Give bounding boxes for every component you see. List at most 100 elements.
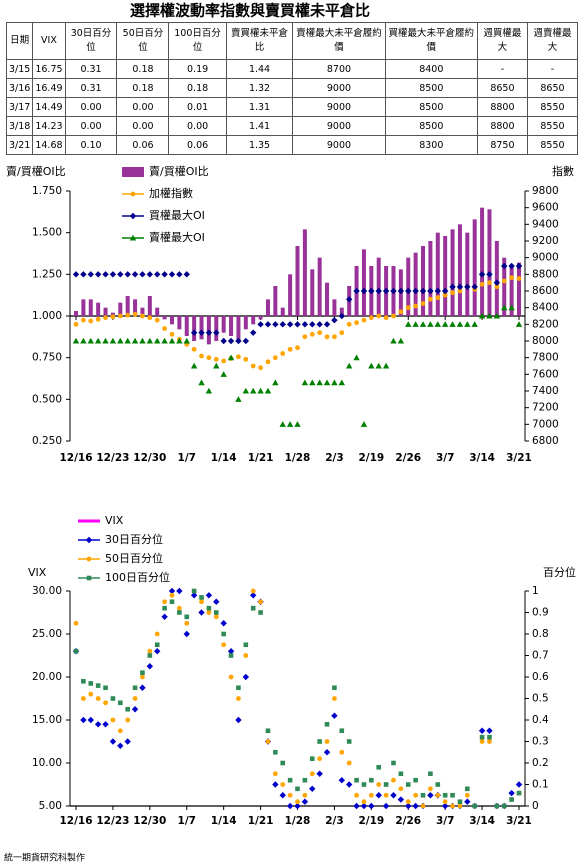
bar <box>295 246 300 316</box>
marker <box>124 337 131 344</box>
marker <box>132 696 138 701</box>
table-cell: 8550 <box>526 116 579 136</box>
marker <box>272 355 278 361</box>
marker <box>412 802 419 810</box>
table-cell: 8300 <box>384 135 478 155</box>
table-row: 3/21 14.68 0.10 0.06 0.06 1.35 9000 8300 8750 855… <box>5 135 579 155</box>
marker <box>273 749 278 755</box>
marker <box>169 599 175 605</box>
marker <box>301 798 309 805</box>
marker <box>109 738 117 745</box>
table-cell: 0.31 <box>64 59 118 79</box>
marker <box>103 685 108 691</box>
y-axis-title: VIX <box>28 566 47 579</box>
summary-table: 日期 VIX 30日百分位 50日百分位 100日百分位 賣買權未平倉比 賣權最大未平倉履約… <box>5 22 579 155</box>
marker <box>354 792 359 798</box>
bar <box>199 316 204 340</box>
marker <box>345 296 353 303</box>
x-tick-label: 3/14 <box>469 452 495 464</box>
marker <box>515 321 523 327</box>
marker <box>493 312 501 319</box>
table-cell: 0.00 <box>64 97 118 117</box>
marker <box>346 321 352 327</box>
marker <box>316 770 323 777</box>
marker <box>80 716 87 724</box>
table-cell: 8500 <box>384 116 478 136</box>
bar <box>509 266 514 316</box>
x-tick-label: 3/21 <box>506 452 532 464</box>
header-cell: 賣權最大未平倉履約價 <box>292 22 386 60</box>
x-tick-label: 3/14 <box>469 815 495 827</box>
y2-tick-label: 6800 <box>532 435 559 447</box>
table-cell: 1.31 <box>225 97 294 117</box>
marker <box>146 337 154 344</box>
marker <box>428 786 433 792</box>
marker <box>516 276 522 281</box>
bar <box>265 299 270 316</box>
marker <box>80 317 86 323</box>
marker <box>375 792 382 799</box>
marker <box>360 802 368 810</box>
marker <box>331 379 338 386</box>
marker <box>494 803 500 809</box>
marker <box>375 362 382 369</box>
y2-tick-label: 8000 <box>532 335 559 347</box>
table-cell: 0.18 <box>168 78 227 98</box>
marker <box>88 681 94 686</box>
marker <box>176 271 183 278</box>
marker <box>331 316 338 324</box>
marker <box>265 728 271 734</box>
marker <box>132 311 138 317</box>
marker <box>221 642 227 648</box>
marker <box>331 712 338 719</box>
bar <box>184 316 189 336</box>
x-tick-label: 1/14 <box>211 452 237 464</box>
marker <box>124 271 131 278</box>
marker <box>72 337 80 344</box>
marker <box>376 782 382 787</box>
marker <box>323 321 331 328</box>
marker <box>413 303 419 309</box>
table-cell: 9000 <box>292 78 386 98</box>
table-cell: 8800 <box>476 97 528 117</box>
marker <box>205 329 213 336</box>
marker <box>250 592 257 599</box>
marker <box>213 610 219 615</box>
marker <box>139 271 146 278</box>
header-cell: 50日百分位 <box>116 22 170 60</box>
marker <box>428 771 433 777</box>
marker <box>479 739 485 744</box>
marker <box>434 321 441 327</box>
marker <box>154 317 160 323</box>
marker <box>369 777 374 783</box>
marker <box>199 353 204 359</box>
table-cell: 14.49 <box>32 97 66 117</box>
marker <box>427 321 434 327</box>
marker <box>125 706 130 712</box>
marker <box>124 738 131 745</box>
marker <box>80 696 86 701</box>
bar <box>103 307 108 316</box>
marker <box>81 679 86 684</box>
marker <box>390 337 397 344</box>
x-tick-label: 1/28 <box>285 452 311 464</box>
bar <box>74 311 78 316</box>
marker <box>102 721 109 728</box>
marker <box>236 696 241 701</box>
marker <box>346 739 352 744</box>
header-cell: 週賣權最大 <box>526 22 579 60</box>
y2-tick-label: 7200 <box>532 402 559 414</box>
table-cell: 8700 <box>292 59 386 79</box>
marker <box>146 663 154 670</box>
table-cell: 3/17 <box>5 97 34 117</box>
bar <box>110 312 115 316</box>
marker <box>243 356 249 362</box>
y-tick-label: 0.500 <box>32 393 62 405</box>
marker <box>391 760 396 766</box>
marker <box>487 734 492 740</box>
marker <box>110 314 116 320</box>
marker <box>176 605 182 611</box>
y-tick-label: 1.250 <box>32 268 62 280</box>
bar <box>317 257 322 316</box>
marker <box>383 792 389 798</box>
